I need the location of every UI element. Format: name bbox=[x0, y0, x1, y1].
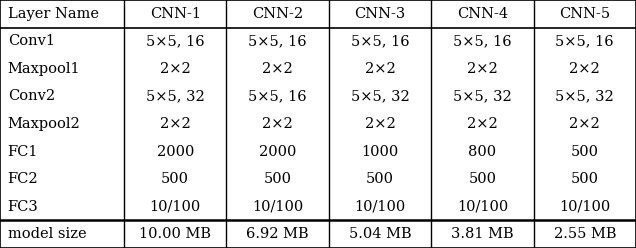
Text: 10/100: 10/100 bbox=[457, 200, 508, 214]
Text: 500: 500 bbox=[570, 145, 599, 158]
Text: FC3: FC3 bbox=[8, 200, 38, 214]
Text: 10.00 MB: 10.00 MB bbox=[139, 227, 211, 241]
Text: 1000: 1000 bbox=[361, 145, 399, 158]
Text: Maxpool1: Maxpool1 bbox=[8, 62, 80, 76]
Text: Maxpool2: Maxpool2 bbox=[8, 117, 80, 131]
Text: CNN-3: CNN-3 bbox=[354, 7, 406, 21]
Text: 2×2: 2×2 bbox=[467, 62, 498, 76]
Text: 2×2: 2×2 bbox=[262, 117, 293, 131]
Text: 5×5, 32: 5×5, 32 bbox=[146, 90, 205, 103]
Text: Layer Name: Layer Name bbox=[8, 7, 99, 21]
Text: 5×5, 32: 5×5, 32 bbox=[453, 90, 512, 103]
Text: FC1: FC1 bbox=[8, 145, 38, 158]
Text: 2×2: 2×2 bbox=[364, 117, 396, 131]
Text: 2×2: 2×2 bbox=[160, 62, 191, 76]
Text: 10/100: 10/100 bbox=[149, 200, 201, 214]
Text: 5×5, 32: 5×5, 32 bbox=[350, 90, 410, 103]
Text: 2×2: 2×2 bbox=[569, 62, 600, 76]
Text: 2×2: 2×2 bbox=[569, 117, 600, 131]
Text: 2×2: 2×2 bbox=[467, 117, 498, 131]
Text: 5×5, 16: 5×5, 16 bbox=[248, 34, 307, 48]
Text: 2×2: 2×2 bbox=[262, 62, 293, 76]
Text: 500: 500 bbox=[161, 172, 190, 186]
Text: 5×5, 16: 5×5, 16 bbox=[453, 34, 512, 48]
Text: 500: 500 bbox=[570, 172, 599, 186]
Text: CNN-2: CNN-2 bbox=[252, 7, 303, 21]
Text: 2000: 2000 bbox=[156, 145, 194, 158]
Text: 5×5, 16: 5×5, 16 bbox=[555, 34, 614, 48]
Text: CNN-4: CNN-4 bbox=[457, 7, 508, 21]
Text: 800: 800 bbox=[468, 145, 497, 158]
Text: CNN-5: CNN-5 bbox=[559, 7, 611, 21]
Text: 5×5, 16: 5×5, 16 bbox=[350, 34, 410, 48]
Text: Conv1: Conv1 bbox=[8, 34, 55, 48]
Text: model size: model size bbox=[8, 227, 86, 241]
Text: 2.55 MB: 2.55 MB bbox=[553, 227, 616, 241]
Text: 6.92 MB: 6.92 MB bbox=[246, 227, 309, 241]
Text: 10/100: 10/100 bbox=[252, 200, 303, 214]
Text: 2×2: 2×2 bbox=[160, 117, 191, 131]
Text: 10/100: 10/100 bbox=[354, 200, 406, 214]
Text: 5×5, 32: 5×5, 32 bbox=[555, 90, 614, 103]
Text: 10/100: 10/100 bbox=[559, 200, 611, 214]
Text: 5×5, 16: 5×5, 16 bbox=[248, 90, 307, 103]
Text: 2000: 2000 bbox=[259, 145, 296, 158]
Text: 500: 500 bbox=[263, 172, 292, 186]
Text: 3.81 MB: 3.81 MB bbox=[451, 227, 514, 241]
Text: FC2: FC2 bbox=[8, 172, 38, 186]
Text: 500: 500 bbox=[468, 172, 497, 186]
Text: CNN-1: CNN-1 bbox=[149, 7, 201, 21]
Text: 500: 500 bbox=[366, 172, 394, 186]
Text: Conv2: Conv2 bbox=[8, 90, 55, 103]
Text: 2×2: 2×2 bbox=[364, 62, 396, 76]
Text: 5×5, 16: 5×5, 16 bbox=[146, 34, 205, 48]
Text: 5.04 MB: 5.04 MB bbox=[349, 227, 411, 241]
